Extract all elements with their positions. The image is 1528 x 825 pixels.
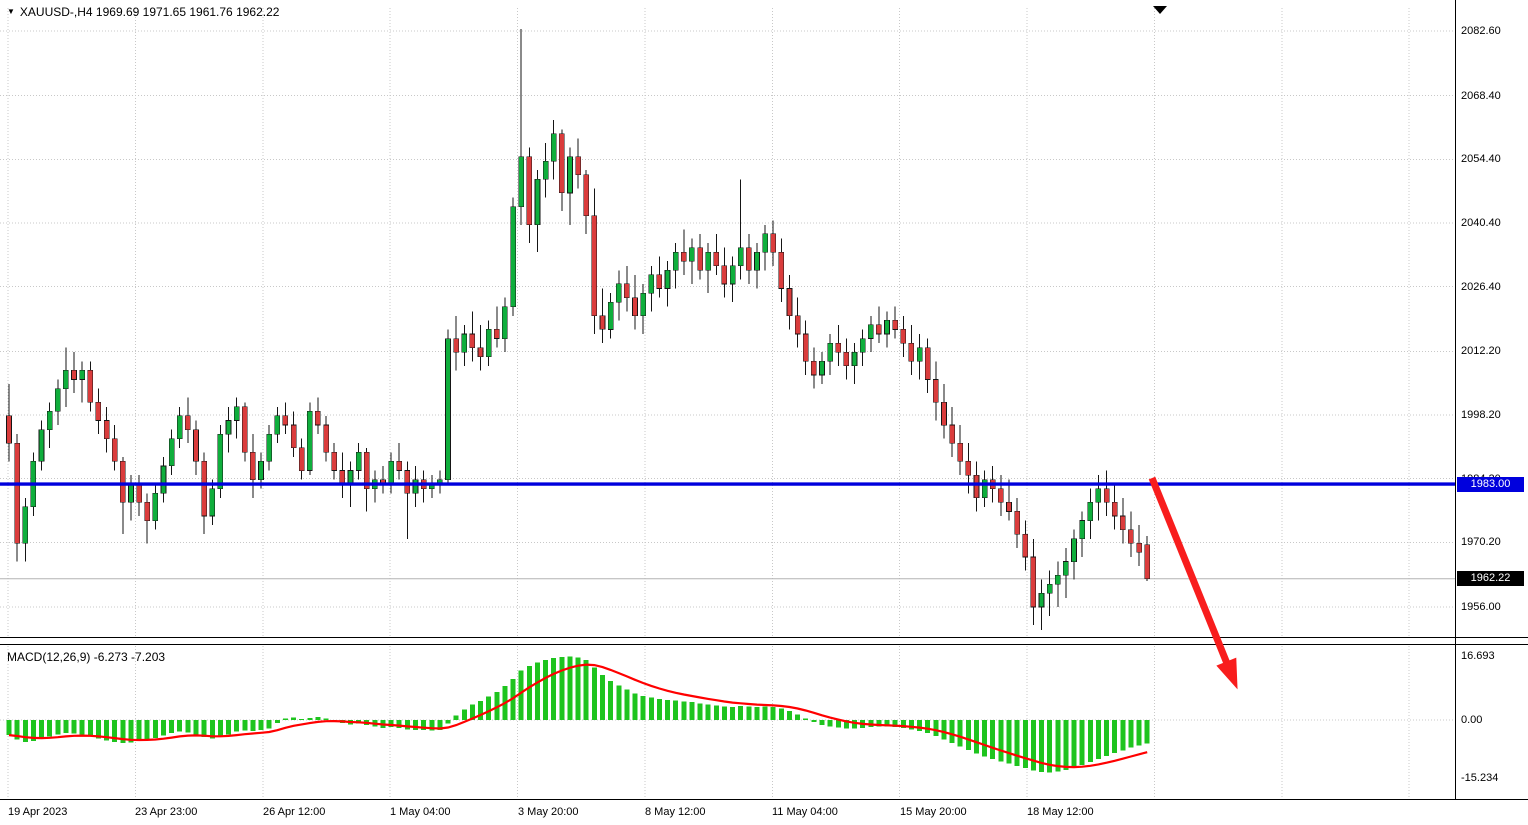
candles xyxy=(6,29,1150,630)
macd-histogram xyxy=(6,656,1150,773)
macd-signal-line xyxy=(8,663,1148,769)
chart-menu-icon[interactable]: ▼ xyxy=(7,7,15,16)
trend-arrow[interactable] xyxy=(1148,476,1238,690)
price-tag-blue-line: 1983.00 xyxy=(1457,476,1524,492)
panel-borders xyxy=(0,0,1528,800)
shift-marker-icon[interactable] xyxy=(1153,6,1167,14)
symbol-ohlc-label: ▼ XAUUSD-,H4 1969.69 1971.65 1961.76 196… xyxy=(7,5,279,19)
price-tag-current: 1962.22 xyxy=(1457,571,1524,587)
grid-lines xyxy=(0,8,1455,797)
symbol-ohlc-text: XAUUSD-,H4 1969.69 1971.65 1961.76 1962.… xyxy=(19,5,280,19)
macd-indicator-label: MACD(12,26,9) -6.273 -7.203 xyxy=(7,650,166,664)
